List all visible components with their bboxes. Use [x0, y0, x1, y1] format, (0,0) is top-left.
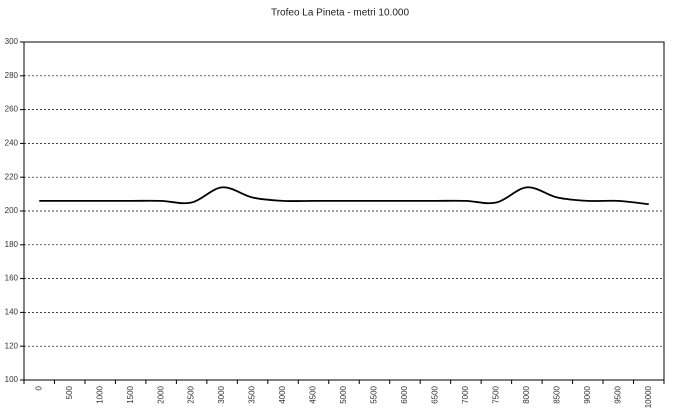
x-tick-label: 2000	[156, 385, 165, 403]
x-tick-label: 9500	[613, 385, 622, 403]
x-tick-label: 1500	[126, 385, 135, 403]
y-tick-label: 180	[5, 240, 19, 249]
y-tick-label: 240	[5, 139, 19, 148]
y-tick-label: 200	[5, 206, 19, 215]
x-tick-label: 6000	[400, 385, 409, 403]
x-tick-label: 8500	[552, 385, 561, 403]
x-tick-label: 0	[34, 385, 43, 390]
x-tick-label: 5000	[339, 385, 348, 403]
x-tick-label: 7500	[491, 385, 500, 403]
y-tick-label: 160	[5, 274, 19, 283]
x-tick-label: 2500	[187, 385, 196, 403]
y-tick-label: 220	[5, 172, 19, 181]
y-tick-label: 260	[5, 105, 19, 114]
y-tick-label: 120	[5, 341, 19, 350]
x-tick-label: 500	[65, 385, 74, 399]
y-tick-label: 140	[5, 308, 19, 317]
y-tick-label: 280	[5, 71, 19, 80]
x-tick-label: 7000	[461, 385, 470, 403]
x-tick-label: 5500	[370, 385, 379, 403]
x-tick-label: 9000	[583, 385, 592, 403]
y-tick-label: 300	[5, 37, 19, 46]
x-tick-label: 4000	[278, 385, 287, 403]
elevation-line	[39, 186, 649, 206]
x-tick-label: 3500	[248, 385, 257, 403]
x-tick-label: 10000	[644, 385, 653, 408]
x-tick-label: 8000	[522, 385, 531, 403]
y-tick-label: 100	[5, 375, 19, 384]
chart-title: Trofeo La Pineta - metri 10.000	[271, 8, 409, 19]
x-tick-label: 3000	[217, 385, 226, 403]
x-tick-label: 1000	[95, 385, 104, 403]
x-tick-label: 4500	[309, 385, 318, 403]
x-tick-label: 6500	[431, 385, 440, 403]
